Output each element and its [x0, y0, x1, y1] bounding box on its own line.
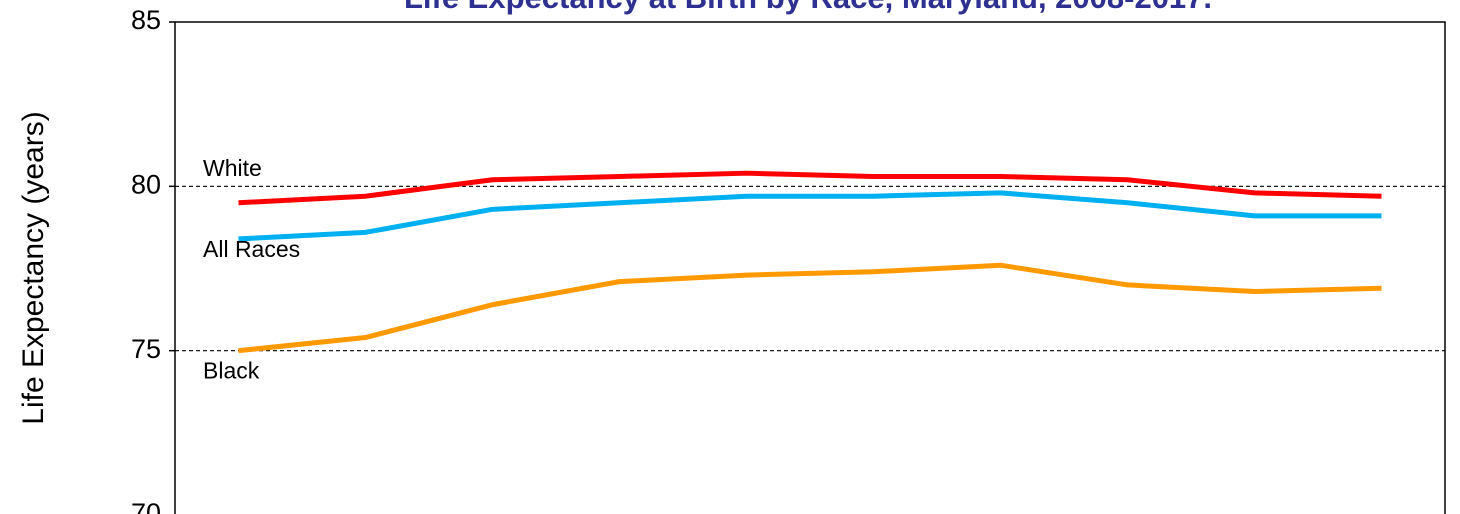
series-line — [238, 170, 1382, 206]
series-line — [238, 262, 1382, 354]
y-tick-label: 80 — [131, 169, 161, 199]
chart-title: Life Expectancy at Birth by Race, Maryla… — [404, 0, 1212, 15]
series-label: Black — [203, 358, 260, 384]
series-label: White — [203, 155, 262, 181]
series-label: All Races — [203, 236, 300, 262]
series-line — [238, 190, 1382, 242]
plot-area — [174, 21, 1446, 514]
y-tick-label: 70 — [131, 498, 161, 514]
y-tick-label: 75 — [131, 334, 161, 364]
y-tick-label: 85 — [131, 5, 161, 35]
y-axis-label: Life Expectancy (years) — [17, 111, 50, 424]
